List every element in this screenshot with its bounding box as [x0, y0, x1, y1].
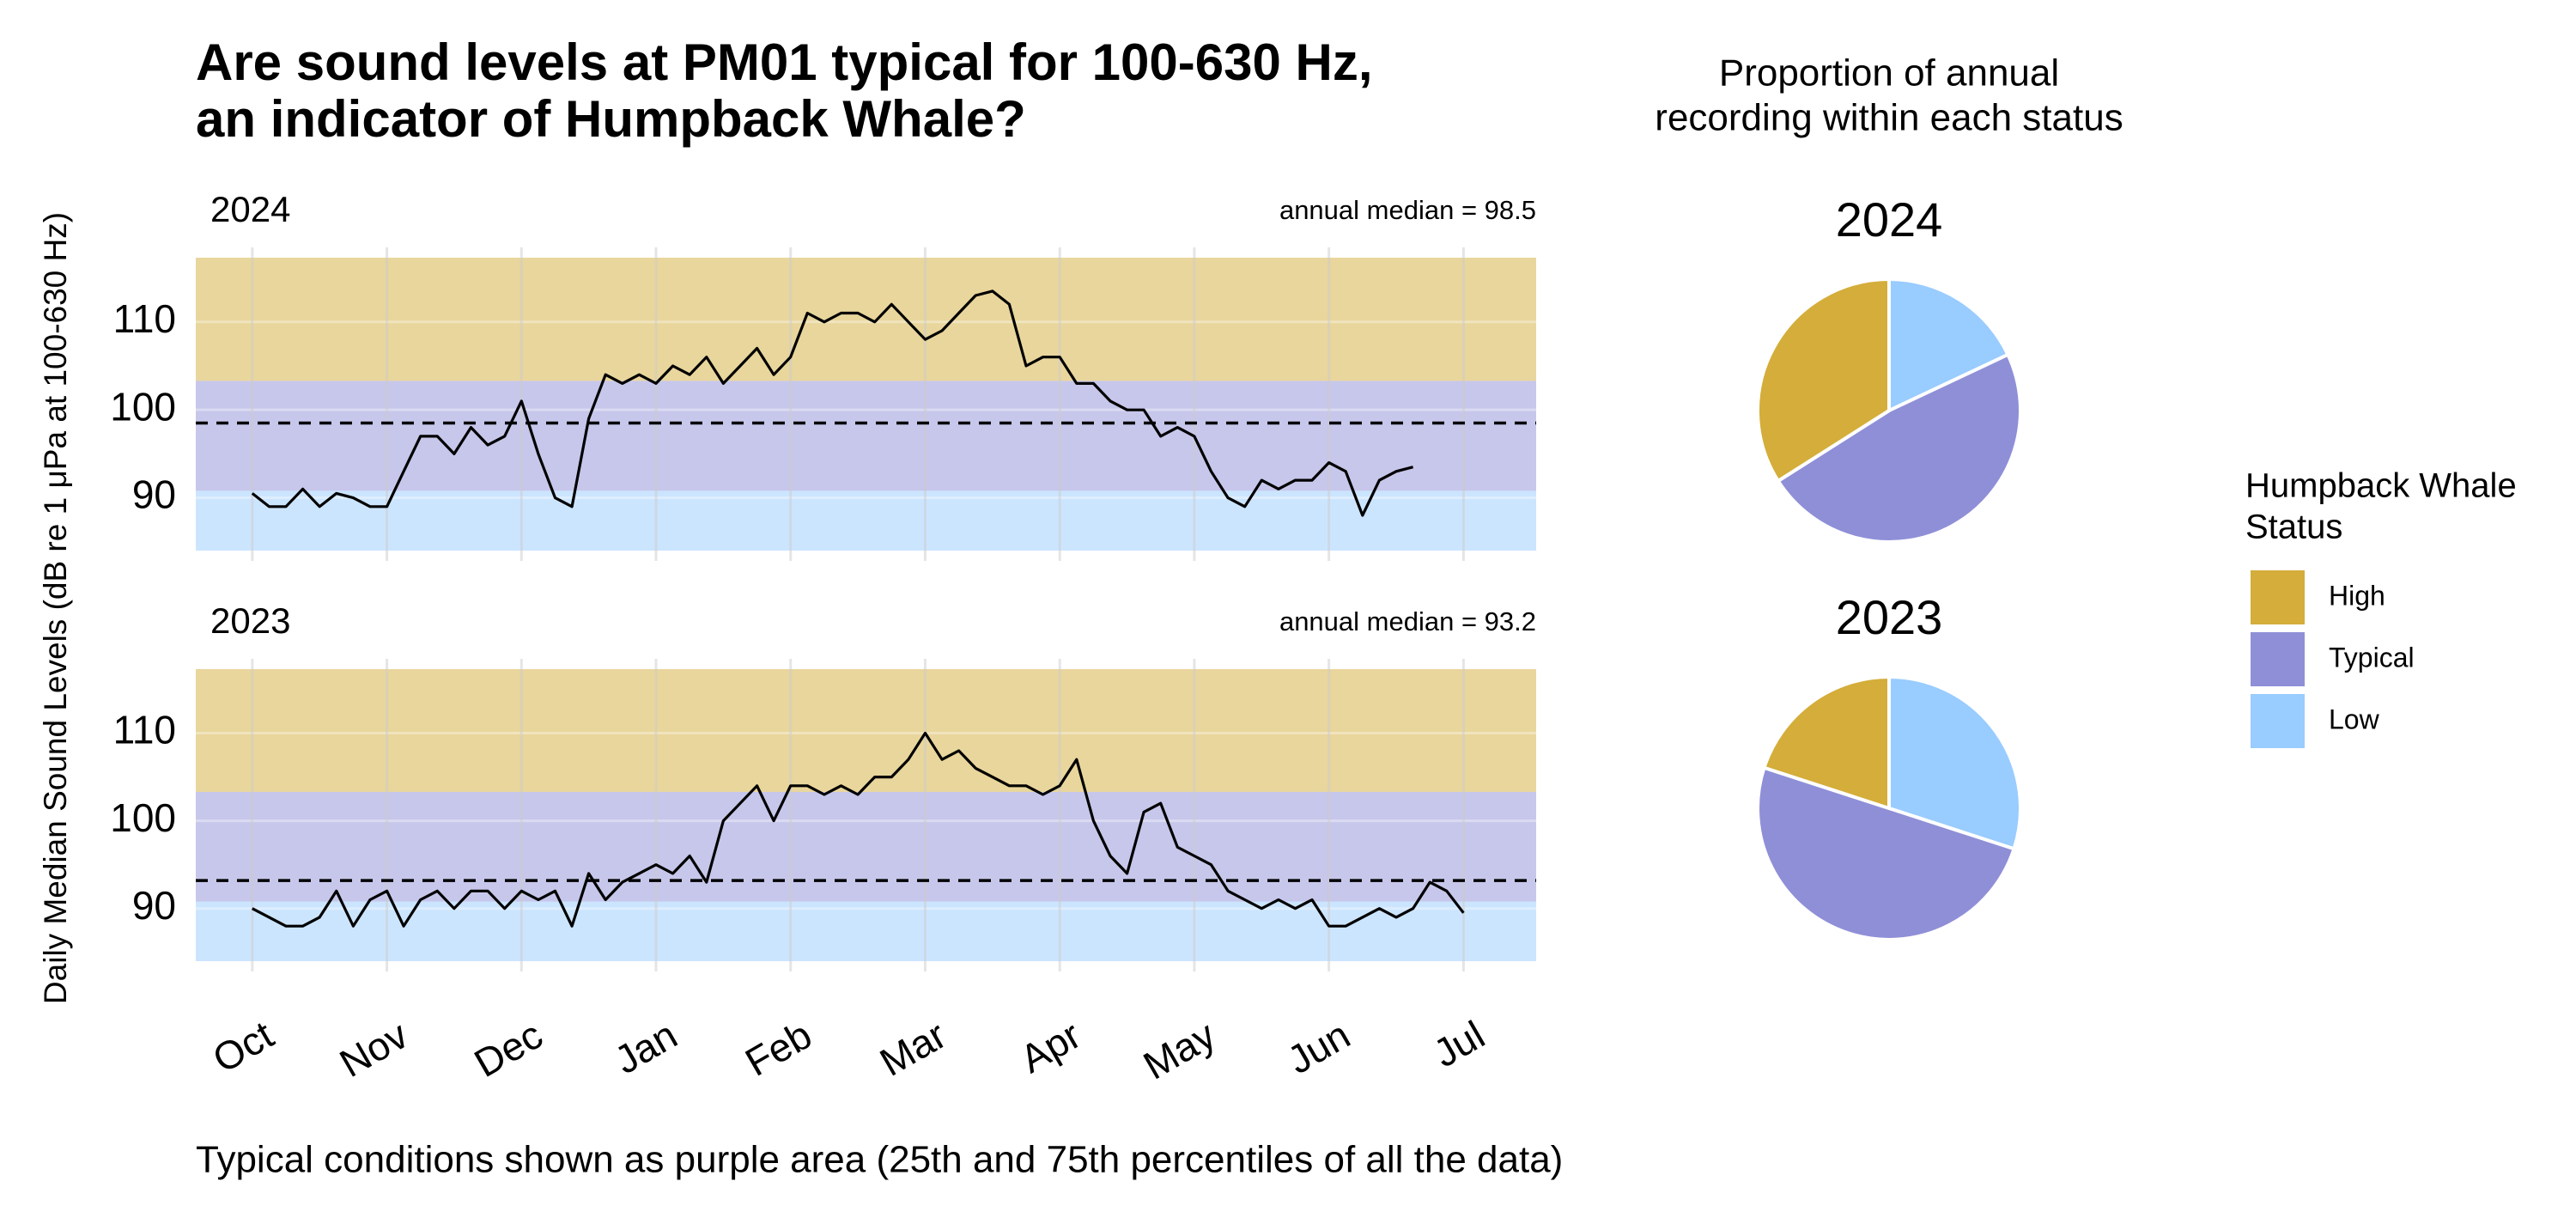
legend-swatch: [2251, 570, 2305, 624]
band-high: [196, 258, 1536, 381]
legend-label: Typical: [2329, 642, 2415, 673]
x-tick-label: Jun: [1279, 1012, 1357, 1082]
pie-slice: [1756, 765, 2017, 941]
pie-slice: [1776, 352, 2022, 544]
legend-swatch: [2251, 632, 2305, 686]
x-tick-label: Jan: [607, 1012, 684, 1082]
pie-title-line: Proportion of annual: [1719, 52, 2059, 94]
band-typical: [196, 381, 1536, 491]
panel-label: 2024: [210, 189, 290, 229]
band-low: [196, 901, 1536, 961]
pie-slice: [1887, 674, 2022, 851]
y-tick-label: 110: [113, 708, 176, 752]
pie-label: 2023: [1836, 590, 1943, 644]
x-tick-label: Apr: [1012, 1012, 1088, 1081]
band-typical: [196, 791, 1536, 902]
x-tick-label: Oct: [205, 1012, 281, 1081]
band-low: [196, 490, 1536, 551]
x-tick-label: Mar: [872, 1012, 954, 1085]
pie-slice: [1887, 277, 2011, 414]
data-line: [252, 731, 1465, 928]
caption: Typical conditions shown as purple area …: [196, 1139, 1563, 1181]
title-line: Are sound levels at PM01 typical for 100…: [196, 33, 1373, 91]
y-tick-label: 110: [113, 296, 176, 341]
title-line: an indicator of Humpback Whale?: [196, 90, 1026, 148]
y-axis-label: Daily Median Sound Levels (dB re 1 μPa a…: [38, 212, 73, 1004]
y-tick-label: 90: [132, 883, 176, 928]
data-line: [251, 289, 1414, 517]
x-tick-label: Feb: [738, 1012, 819, 1085]
legend-title: Status: [2245, 508, 2342, 546]
legend-label: High: [2329, 580, 2385, 611]
x-tick-label: May: [1136, 1012, 1223, 1087]
pie-title-line: recording within each status: [1655, 97, 2123, 139]
band-high: [196, 669, 1536, 792]
pie-label: 2024: [1836, 192, 1943, 247]
y-tick-label: 100: [110, 795, 176, 840]
median-label: annual median = 98.5: [1279, 195, 1536, 225]
pie-slice: [1756, 277, 1891, 484]
legend-title: Humpback Whale: [2245, 467, 2517, 505]
pie-slice: [1761, 674, 1891, 811]
y-tick-label: 100: [110, 384, 176, 429]
legend-swatch: [2251, 694, 2305, 748]
x-tick-label: Dec: [467, 1012, 550, 1086]
x-tick-label: Jul: [1426, 1012, 1492, 1075]
y-tick-label: 90: [132, 472, 176, 517]
legend-label: Low: [2329, 703, 2380, 734]
panel-label: 2023: [210, 600, 290, 641]
x-tick-label: Nov: [332, 1012, 416, 1086]
median-label: annual median = 93.2: [1279, 606, 1536, 636]
